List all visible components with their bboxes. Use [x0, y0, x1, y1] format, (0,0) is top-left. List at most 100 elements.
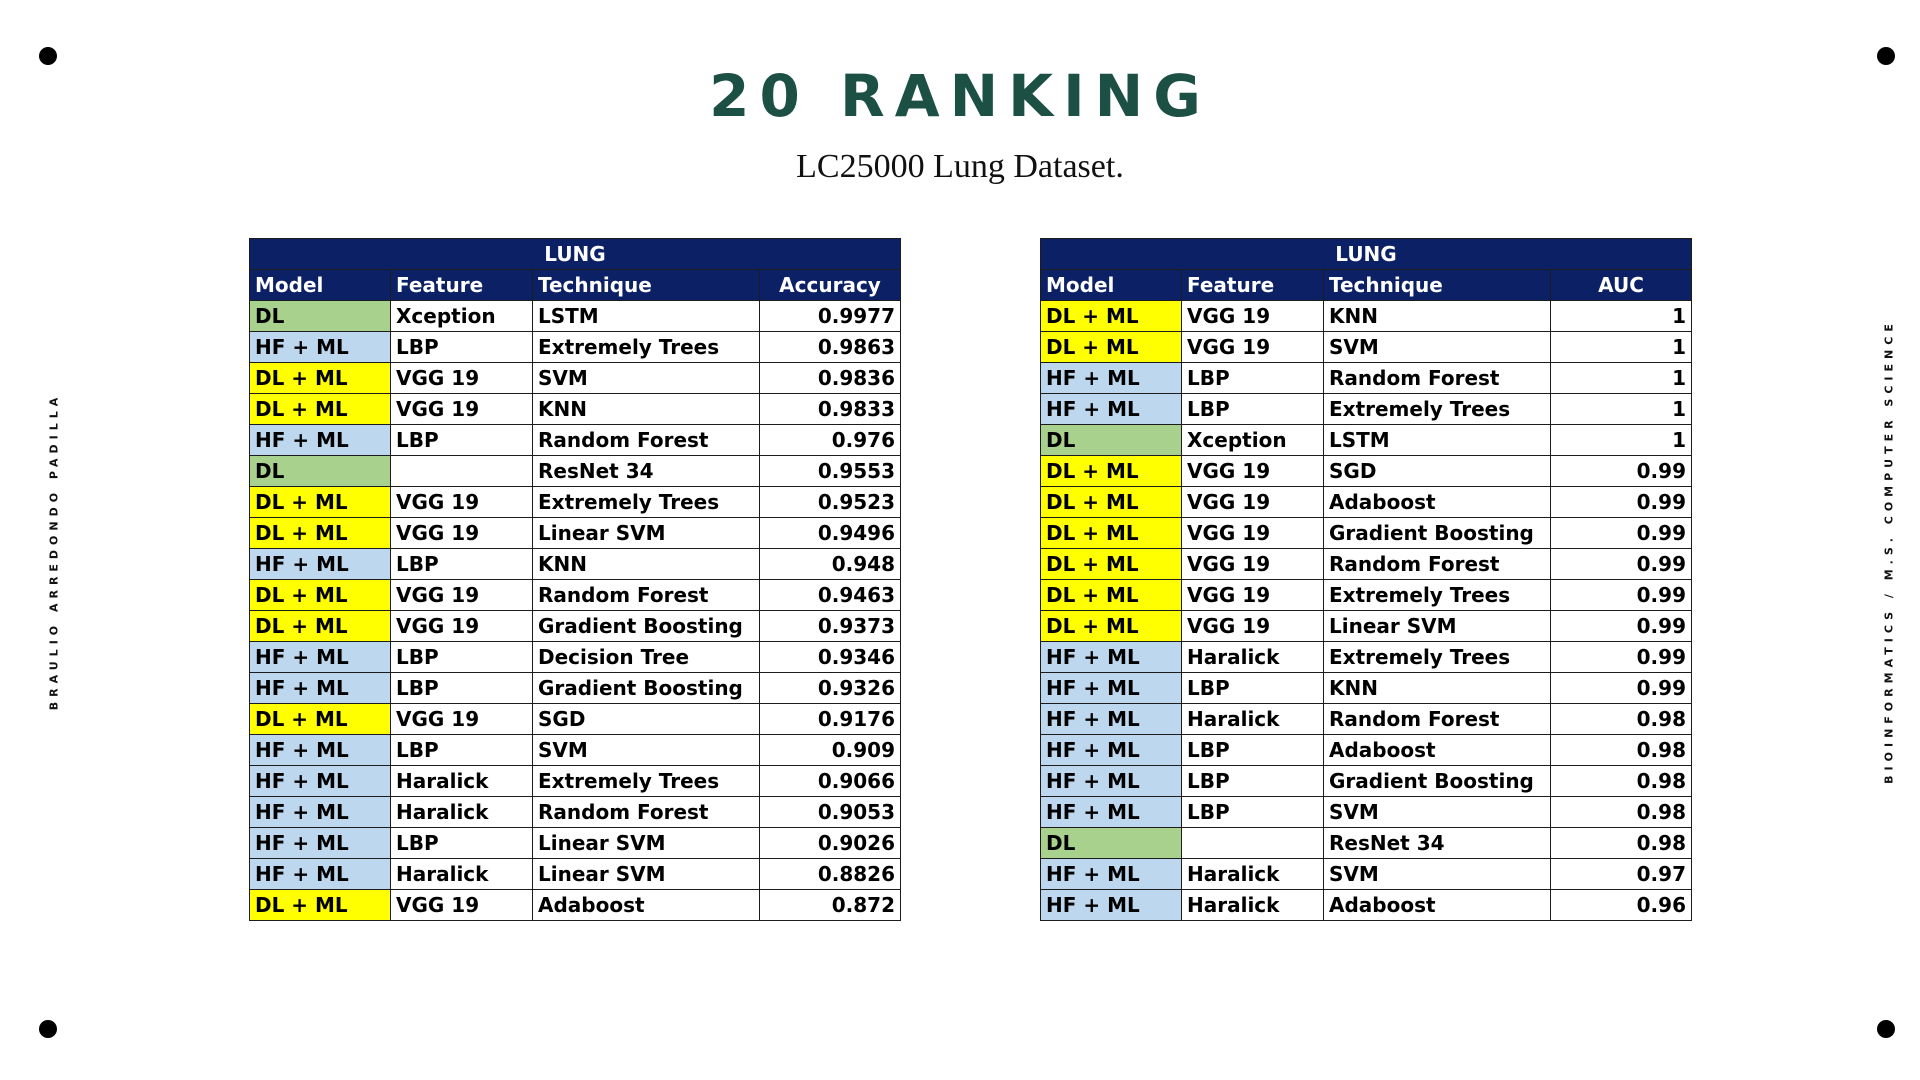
metric-value-cell: 0.9863	[759, 331, 901, 363]
metric-value-cell: 0.99	[1550, 672, 1692, 704]
model-cell: DL + ML	[249, 393, 391, 425]
column-header-model: Model	[1040, 269, 1182, 301]
table-group-header: LUNG	[1040, 238, 1692, 270]
technique-cell: SVM	[1323, 858, 1551, 890]
technique-cell: Linear SVM	[532, 858, 760, 890]
model-cell: HF + ML	[1040, 889, 1182, 921]
technique-cell: SVM	[1323, 796, 1551, 828]
table-row: DL + ML VGG 19 Extremely Trees 0.9523	[249, 486, 901, 518]
metric-value-cell: 0.9373	[759, 610, 901, 642]
model-cell: HF + ML	[249, 858, 391, 890]
metric-value-cell: 0.9346	[759, 641, 901, 673]
table-row: HF + ML LBP Gradient Boosting 0.98	[1040, 765, 1692, 797]
model-cell: HF + ML	[249, 734, 391, 766]
metric-value-cell: 0.9026	[759, 827, 901, 859]
accuracy-ranking-table: LUNG Model Feature Technique Accuracy DL…	[249, 238, 901, 921]
feature-cell: LBP	[390, 827, 533, 859]
feature-cell: VGG 19	[1181, 579, 1324, 611]
metric-value-cell: 0.99	[1550, 610, 1692, 642]
table-row: HF + ML LBP Gradient Boosting 0.9326	[249, 672, 901, 704]
metric-value-cell: 0.98	[1550, 796, 1692, 828]
model-cell: HF + ML	[249, 331, 391, 363]
feature-cell: Haralick	[1181, 703, 1324, 735]
technique-cell: SGD	[1323, 455, 1551, 487]
technique-cell: KNN	[1323, 672, 1551, 704]
table-row: DL + ML VGG 19 Extremely Trees 0.99	[1040, 579, 1692, 611]
table-row: HF + ML LBP Linear SVM 0.9026	[249, 827, 901, 859]
metric-value-cell: 0.872	[759, 889, 901, 921]
feature-cell	[390, 455, 533, 487]
model-cell: HF + ML	[1040, 796, 1182, 828]
technique-cell: ResNet 34	[1323, 827, 1551, 859]
metric-value-cell: 1	[1550, 300, 1692, 332]
table-row: HF + ML LBP Random Forest 0.976	[249, 424, 901, 456]
table-row: HF + ML LBP SVM 0.909	[249, 734, 901, 766]
technique-cell: Extremely Trees	[1323, 579, 1551, 611]
metric-value-cell: 0.9053	[759, 796, 901, 828]
feature-cell: LBP	[390, 331, 533, 363]
model-cell: HF + ML	[249, 641, 391, 673]
model-cell: HF + ML	[1040, 765, 1182, 797]
feature-cell: LBP	[390, 424, 533, 456]
model-cell: HF + ML	[249, 827, 391, 859]
model-cell: DL + ML	[249, 579, 391, 611]
technique-cell: Gradient Boosting	[532, 610, 760, 642]
table-row: HF + ML LBP KNN 0.948	[249, 548, 901, 580]
feature-cell: VGG 19	[1181, 610, 1324, 642]
table-row: DL + ML VGG 19 Linear SVM 0.9496	[249, 517, 901, 549]
metric-value-cell: 0.98	[1550, 827, 1692, 859]
table-row: DL + ML VGG 19 Adaboost 0.99	[1040, 486, 1692, 518]
feature-cell: Xception	[390, 300, 533, 332]
table-row: DL + ML VGG 19 SVM 0.9836	[249, 362, 901, 394]
feature-cell: VGG 19	[1181, 517, 1324, 549]
feature-cell: VGG 19	[1181, 548, 1324, 580]
technique-cell: Linear SVM	[1323, 610, 1551, 642]
table-row: DL + ML VGG 19 Gradient Boosting 0.9373	[249, 610, 901, 642]
model-cell: HF + ML	[249, 765, 391, 797]
table-row: DL ResNet 34 0.9553	[249, 455, 901, 487]
table-row: DL ResNet 34 0.98	[1040, 827, 1692, 859]
technique-cell: Extremely Trees	[532, 765, 760, 797]
table-row: DL Xception LSTM 1	[1040, 424, 1692, 456]
model-cell: DL + ML	[249, 889, 391, 921]
feature-cell	[1181, 827, 1324, 859]
metric-value-cell: 0.99	[1550, 455, 1692, 487]
feature-cell: VGG 19	[390, 610, 533, 642]
table-row: DL + ML VGG 19 Linear SVM 0.99	[1040, 610, 1692, 642]
metric-value-cell: 0.9463	[759, 579, 901, 611]
feature-cell: Haralick	[1181, 641, 1324, 673]
model-cell: DL	[249, 455, 391, 487]
technique-cell: Extremely Trees	[1323, 393, 1551, 425]
feature-cell: LBP	[1181, 362, 1324, 394]
metric-value-cell: 0.8826	[759, 858, 901, 890]
technique-cell: Adaboost	[1323, 734, 1551, 766]
metric-value-cell: 0.9977	[759, 300, 901, 332]
metric-value-cell: 0.96	[1550, 889, 1692, 921]
technique-cell: Adaboost	[1323, 889, 1551, 921]
model-cell: DL + ML	[249, 610, 391, 642]
column-header-feature: Feature	[1181, 269, 1324, 301]
metric-value-cell: 1	[1550, 331, 1692, 363]
table-row: DL + ML VGG 19 SGD 0.9176	[249, 703, 901, 735]
metric-value-cell: 0.99	[1550, 486, 1692, 518]
table-row: HF + ML Haralick Extremely Trees 0.99	[1040, 641, 1692, 673]
table-row: HF + ML Haralick Random Forest 0.98	[1040, 703, 1692, 735]
technique-cell: Linear SVM	[532, 517, 760, 549]
technique-cell: Gradient Boosting	[1323, 517, 1551, 549]
feature-cell: VGG 19	[390, 579, 533, 611]
feature-cell: LBP	[390, 548, 533, 580]
column-header-technique: Technique	[1323, 269, 1551, 301]
table-row: HF + ML LBP Random Forest 1	[1040, 362, 1692, 394]
table-row: DL + ML VGG 19 SGD 0.99	[1040, 455, 1692, 487]
column-header-model: Model	[249, 269, 391, 301]
technique-cell: Extremely Trees	[532, 486, 760, 518]
metric-value-cell: 0.98	[1550, 765, 1692, 797]
feature-cell: LBP	[390, 672, 533, 704]
technique-cell: Adaboost	[1323, 486, 1551, 518]
corner-dot-top-left	[39, 47, 57, 65]
model-cell: DL + ML	[249, 703, 391, 735]
metric-value-cell: 0.909	[759, 734, 901, 766]
technique-cell: Decision Tree	[532, 641, 760, 673]
feature-cell: Haralick	[1181, 889, 1324, 921]
metric-value-cell: 0.99	[1550, 548, 1692, 580]
